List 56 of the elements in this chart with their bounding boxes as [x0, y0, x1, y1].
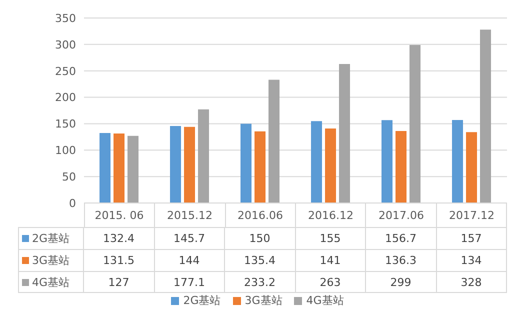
x-tick-label: 2015. 06 — [94, 208, 144, 222]
data-label: 155 — [296, 228, 366, 249]
text: 4G基站 — [32, 276, 70, 288]
data-label: 328 — [436, 272, 507, 292]
bar — [480, 30, 492, 203]
bar — [339, 64, 350, 203]
bar — [170, 126, 182, 203]
data-label: 157 — [436, 228, 507, 249]
y-tick-label: 250 — [55, 64, 76, 78]
y-tick-label: 0 — [69, 196, 76, 210]
data-label: 127 — [84, 272, 154, 292]
data-label: 233.2 — [225, 272, 296, 292]
bar — [396, 130, 407, 203]
legend-label: 2G基站 — [32, 231, 70, 246]
y-tick-label: 350 — [55, 12, 76, 25]
data-label: 150 — [225, 228, 296, 249]
y-tick-label: 300 — [55, 38, 76, 52]
data-label: 132.4 — [84, 228, 154, 249]
x-tick-label: 2015.12 — [167, 208, 212, 222]
data-label: 135.4 — [225, 250, 296, 271]
bar — [410, 44, 421, 203]
text: 3G基站 — [244, 294, 282, 307]
bar — [325, 128, 336, 203]
bar — [382, 120, 393, 203]
bar — [254, 131, 266, 203]
bar — [311, 121, 322, 203]
x-tick-label: 2017.12 — [449, 208, 494, 222]
x-tick-label: 2016.06 — [238, 208, 283, 222]
data-label: 134 — [436, 250, 507, 271]
text: 2G基站 — [183, 294, 221, 307]
data-label: 156.7 — [366, 228, 436, 249]
data-label: 177.1 — [154, 272, 225, 292]
y-tick-label: 200 — [55, 91, 76, 104]
data-label: 131.5 — [84, 250, 154, 271]
bar — [268, 80, 280, 203]
data-label: 263 — [296, 272, 366, 292]
bar — [184, 126, 196, 203]
bar — [114, 133, 125, 203]
x-tick-label: 2017.06 — [378, 208, 424, 222]
bar — [466, 132, 478, 203]
bar — [100, 133, 111, 203]
data-label: 136.3 — [366, 250, 436, 271]
bar — [198, 109, 210, 203]
data-label: 299 — [366, 272, 436, 292]
data-label: 141 — [296, 250, 366, 271]
bar — [240, 124, 252, 203]
y-tick-label: 150 — [55, 118, 76, 131]
x-tick-label: 2016.12 — [308, 208, 354, 222]
data-label: 145.7 — [154, 228, 225, 249]
bar — [452, 120, 464, 203]
bar — [128, 136, 139, 203]
y-tick-label: 100 — [55, 144, 76, 158]
data-label: 144 — [154, 250, 225, 271]
legend-label: 3G基站 — [32, 253, 70, 268]
y-tick-label: 50 — [62, 170, 76, 184]
legend-label: 4G基站 — [306, 293, 344, 308]
